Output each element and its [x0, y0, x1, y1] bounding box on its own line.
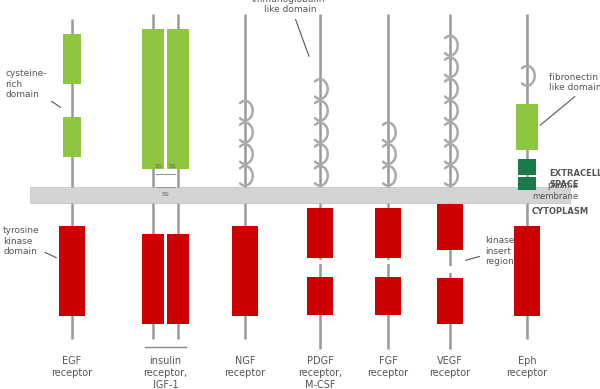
- Bar: [232, 226, 258, 316]
- Bar: [307, 277, 333, 315]
- Bar: [516, 104, 538, 150]
- Bar: [307, 208, 333, 258]
- Text: kinase
insert
region: kinase insert region: [466, 236, 514, 266]
- Text: immunoglobulin-
like domain: immunoglobulin- like domain: [251, 0, 328, 56]
- Text: insulin
receptor,
IGF-1
receptor: insulin receptor, IGF-1 receptor: [143, 356, 188, 389]
- Text: VEGF
receptor: VEGF receptor: [430, 356, 470, 378]
- Text: FGF
receptor: FGF receptor: [367, 356, 409, 378]
- Bar: [518, 177, 536, 189]
- Bar: [167, 234, 189, 324]
- Text: NGF
receptor: NGF receptor: [224, 356, 266, 378]
- Bar: [518, 159, 536, 175]
- Bar: [63, 34, 81, 84]
- Text: SS: SS: [168, 164, 176, 169]
- Text: cysteine-
rich
domain: cysteine- rich domain: [5, 69, 61, 107]
- Text: EGF
receptor: EGF receptor: [52, 356, 92, 378]
- Text: PDGF
receptor,
M-CSF
receptor: PDGF receptor, M-CSF receptor: [298, 356, 342, 389]
- Bar: [514, 226, 540, 316]
- Bar: [63, 117, 81, 157]
- Bar: [167, 29, 189, 169]
- Text: tyrosine
kinase
domain: tyrosine kinase domain: [3, 226, 56, 258]
- Bar: [142, 234, 164, 324]
- Text: SS: SS: [162, 192, 170, 197]
- Text: CYTOPLASM: CYTOPLASM: [532, 207, 589, 216]
- Text: EXTRACELLULAR
SPACE: EXTRACELLULAR SPACE: [549, 169, 600, 189]
- Bar: [375, 208, 401, 258]
- Bar: [30, 187, 570, 203]
- Text: fibronectin type III-
like domain: fibronectin type III- like domain: [540, 73, 600, 125]
- Text: SS: SS: [155, 164, 163, 169]
- Text: plasma
membrane: plasma membrane: [532, 181, 578, 201]
- Bar: [437, 278, 463, 324]
- Bar: [142, 29, 164, 169]
- Bar: [59, 226, 85, 316]
- Bar: [437, 204, 463, 250]
- Text: Eph
receptor: Eph receptor: [506, 356, 548, 378]
- Bar: [375, 277, 401, 315]
